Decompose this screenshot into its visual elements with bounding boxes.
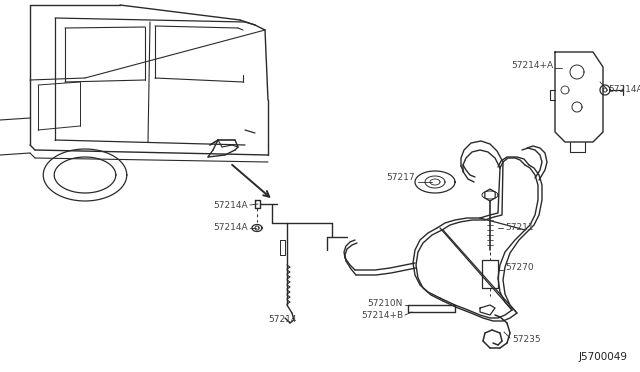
- Text: 57270: 57270: [505, 263, 534, 273]
- Text: 57210N: 57210N: [367, 298, 403, 308]
- Text: 57214A: 57214A: [608, 86, 640, 94]
- Text: 57214A: 57214A: [213, 224, 248, 232]
- Text: 57214A: 57214A: [213, 201, 248, 209]
- Text: 57217: 57217: [387, 173, 415, 183]
- Text: 57214+A: 57214+A: [511, 61, 553, 70]
- Text: 57211: 57211: [505, 224, 534, 232]
- Text: J5700049: J5700049: [579, 352, 628, 362]
- Text: 57214: 57214: [269, 315, 297, 324]
- Text: 57214+B: 57214+B: [361, 311, 403, 320]
- Text: 57235: 57235: [512, 336, 541, 344]
